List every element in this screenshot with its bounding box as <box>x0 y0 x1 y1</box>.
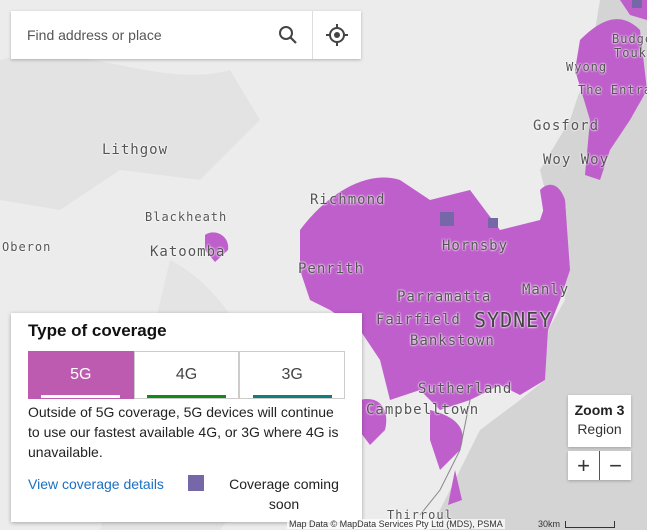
coastline-road <box>419 399 471 516</box>
place-label: Wyong <box>566 60 608 74</box>
legend-title: Type of coverage <box>28 321 167 340</box>
tab-label: 3G <box>281 366 303 383</box>
tab-4g[interactable]: 4G <box>133 351 240 399</box>
zoom-level-indicator: Zoom 3 Region <box>568 395 631 447</box>
search-bar <box>11 11 361 59</box>
tab-indicator <box>147 395 226 398</box>
zoom-in-button[interactable]: + <box>577 452 590 478</box>
place-label: Woy Woy <box>543 152 610 168</box>
national-park <box>0 55 260 211</box>
place-label: Fairfield <box>376 312 461 328</box>
zoom-scope: Region <box>577 421 622 437</box>
zoom-level: Zoom 3 <box>574 402 625 418</box>
scale-bar: 30km <box>538 519 616 529</box>
coming-soon-swatch <box>188 475 204 491</box>
tab-5g[interactable]: 5G <box>28 351 134 399</box>
place-label: Lithgow <box>102 142 169 158</box>
place-label: Parramatta <box>397 289 492 305</box>
tab-3g[interactable]: 3G <box>239 351 346 399</box>
locate-me-button[interactable] <box>313 11 361 59</box>
search-button[interactable] <box>264 11 312 59</box>
place-label: Richmond <box>310 192 386 208</box>
place-label: Sutherland <box>418 381 513 397</box>
coming-soon-label: Coverage coming soon <box>229 476 339 512</box>
tab-indicator <box>41 395 121 398</box>
view-coverage-details-link[interactable]: View coverage details <box>28 476 164 492</box>
place-label: Budgewoi <box>612 32 647 46</box>
map-attribution: Map Data © MapData Services Pty Ltd (MDS… <box>287 519 505 529</box>
search-input[interactable] <box>11 11 264 59</box>
place-label: Manly <box>522 282 570 298</box>
tab-label: 4G <box>175 366 198 383</box>
search-icon <box>279 26 297 44</box>
place-label: Hornsby <box>442 238 509 254</box>
place-label: Campbelltown <box>366 402 480 418</box>
scale-label: 30km <box>538 519 561 529</box>
coverage-description: Outside of 5G coverage, 5G devices will … <box>28 404 339 460</box>
place-label: Thirroul <box>387 508 453 522</box>
place-label: Toukley <box>614 46 647 60</box>
place-label: The Entrance <box>578 83 647 97</box>
scale-line <box>565 520 616 528</box>
coverage-type-tabs: 5G 4G 3G <box>28 351 346 399</box>
crosshair-locate-icon <box>326 24 348 46</box>
place-label: Penrith <box>298 261 365 277</box>
tab-label: 5G <box>70 366 92 383</box>
divider <box>599 451 600 480</box>
coverage-coming-soon-area <box>440 0 642 228</box>
place-label: Oberon <box>2 240 52 254</box>
place-label: Gosford <box>533 118 600 134</box>
divider <box>312 11 313 59</box>
tab-indicator <box>252 395 332 398</box>
place-label: Bankstown <box>410 333 495 349</box>
zoom-controls: + − <box>568 451 631 480</box>
place-label: Blackheath <box>145 210 228 224</box>
place-label: Katoomba <box>150 244 226 260</box>
zoom-out-button[interactable]: − <box>609 452 622 478</box>
coverage-legend-panel: Type of coverage 5G 4G 3G Outside of 5G … <box>11 313 362 522</box>
5g-coverage-area <box>205 0 647 505</box>
place-label: SYDNEY <box>474 308 553 332</box>
